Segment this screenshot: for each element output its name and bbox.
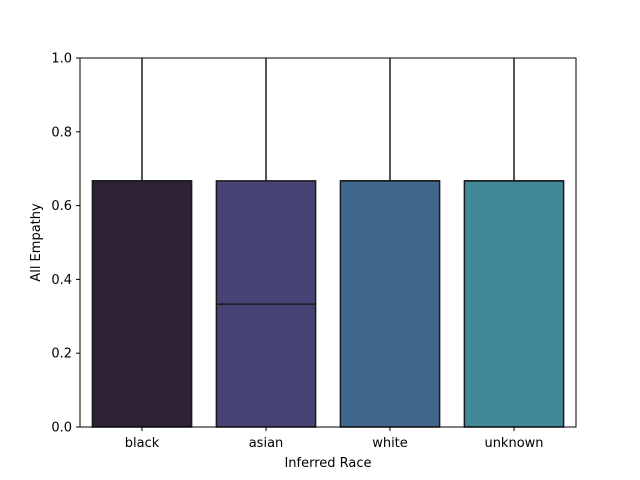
y-axis: 0.0 0.2 0.4 0.6 0.8 1.0	[51, 52, 80, 436]
y-tick-label: 0.4	[51, 273, 72, 288]
plot-frame	[79, 57, 577, 428]
y-tick-label: 1.0	[51, 52, 72, 67]
x-tick-label-asian: asian	[249, 436, 284, 451]
box-black	[91, 180, 193, 428]
x-tick-label-unknown: unknown	[484, 436, 543, 451]
y-tick-label: 0.0	[51, 421, 72, 436]
x-axis-label: Inferred Race	[284, 456, 371, 471]
y-tick-label: 0.8	[51, 125, 72, 140]
box-white	[339, 180, 441, 428]
x-tick-label-black: black	[125, 436, 160, 451]
y-tick-label: 0.2	[51, 347, 72, 362]
boxes-layer	[91, 58, 565, 428]
box-unknown	[463, 180, 565, 428]
x-axis: black asian white unknown	[125, 427, 544, 451]
y-tick-label: 0.6	[51, 199, 72, 214]
y-axis-label: All Empathy	[29, 203, 44, 282]
x-tick-label-white: white	[372, 436, 408, 451]
